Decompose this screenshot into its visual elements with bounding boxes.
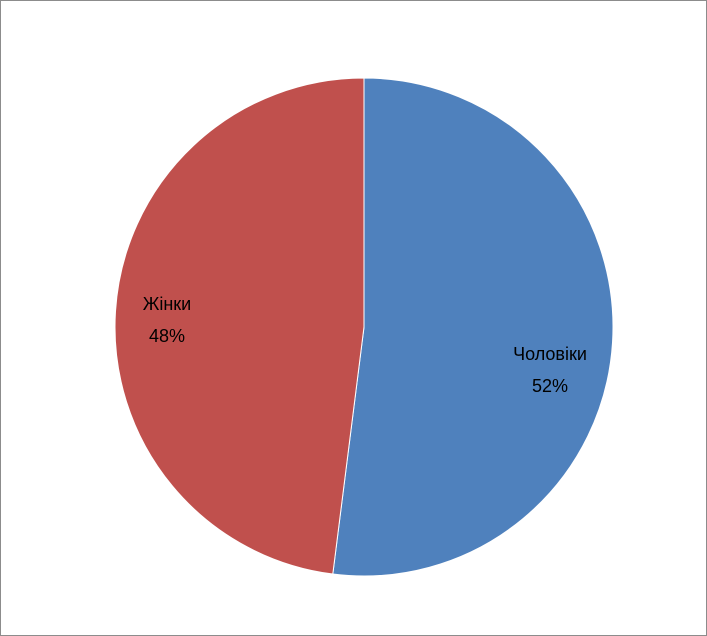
pie-labels: Чоловіки 52% Жінки 48%	[143, 294, 587, 396]
slice-label-men-name: Чоловіки	[513, 344, 587, 364]
slice-label-women-percent: 48%	[149, 326, 185, 346]
pie-slice-women	[114, 77, 365, 575]
slice-label-men-percent: 52%	[532, 376, 568, 396]
pie-slice-men	[332, 77, 614, 577]
pie-slices	[114, 77, 614, 577]
slice-label-women-name: Жінки	[143, 294, 192, 314]
